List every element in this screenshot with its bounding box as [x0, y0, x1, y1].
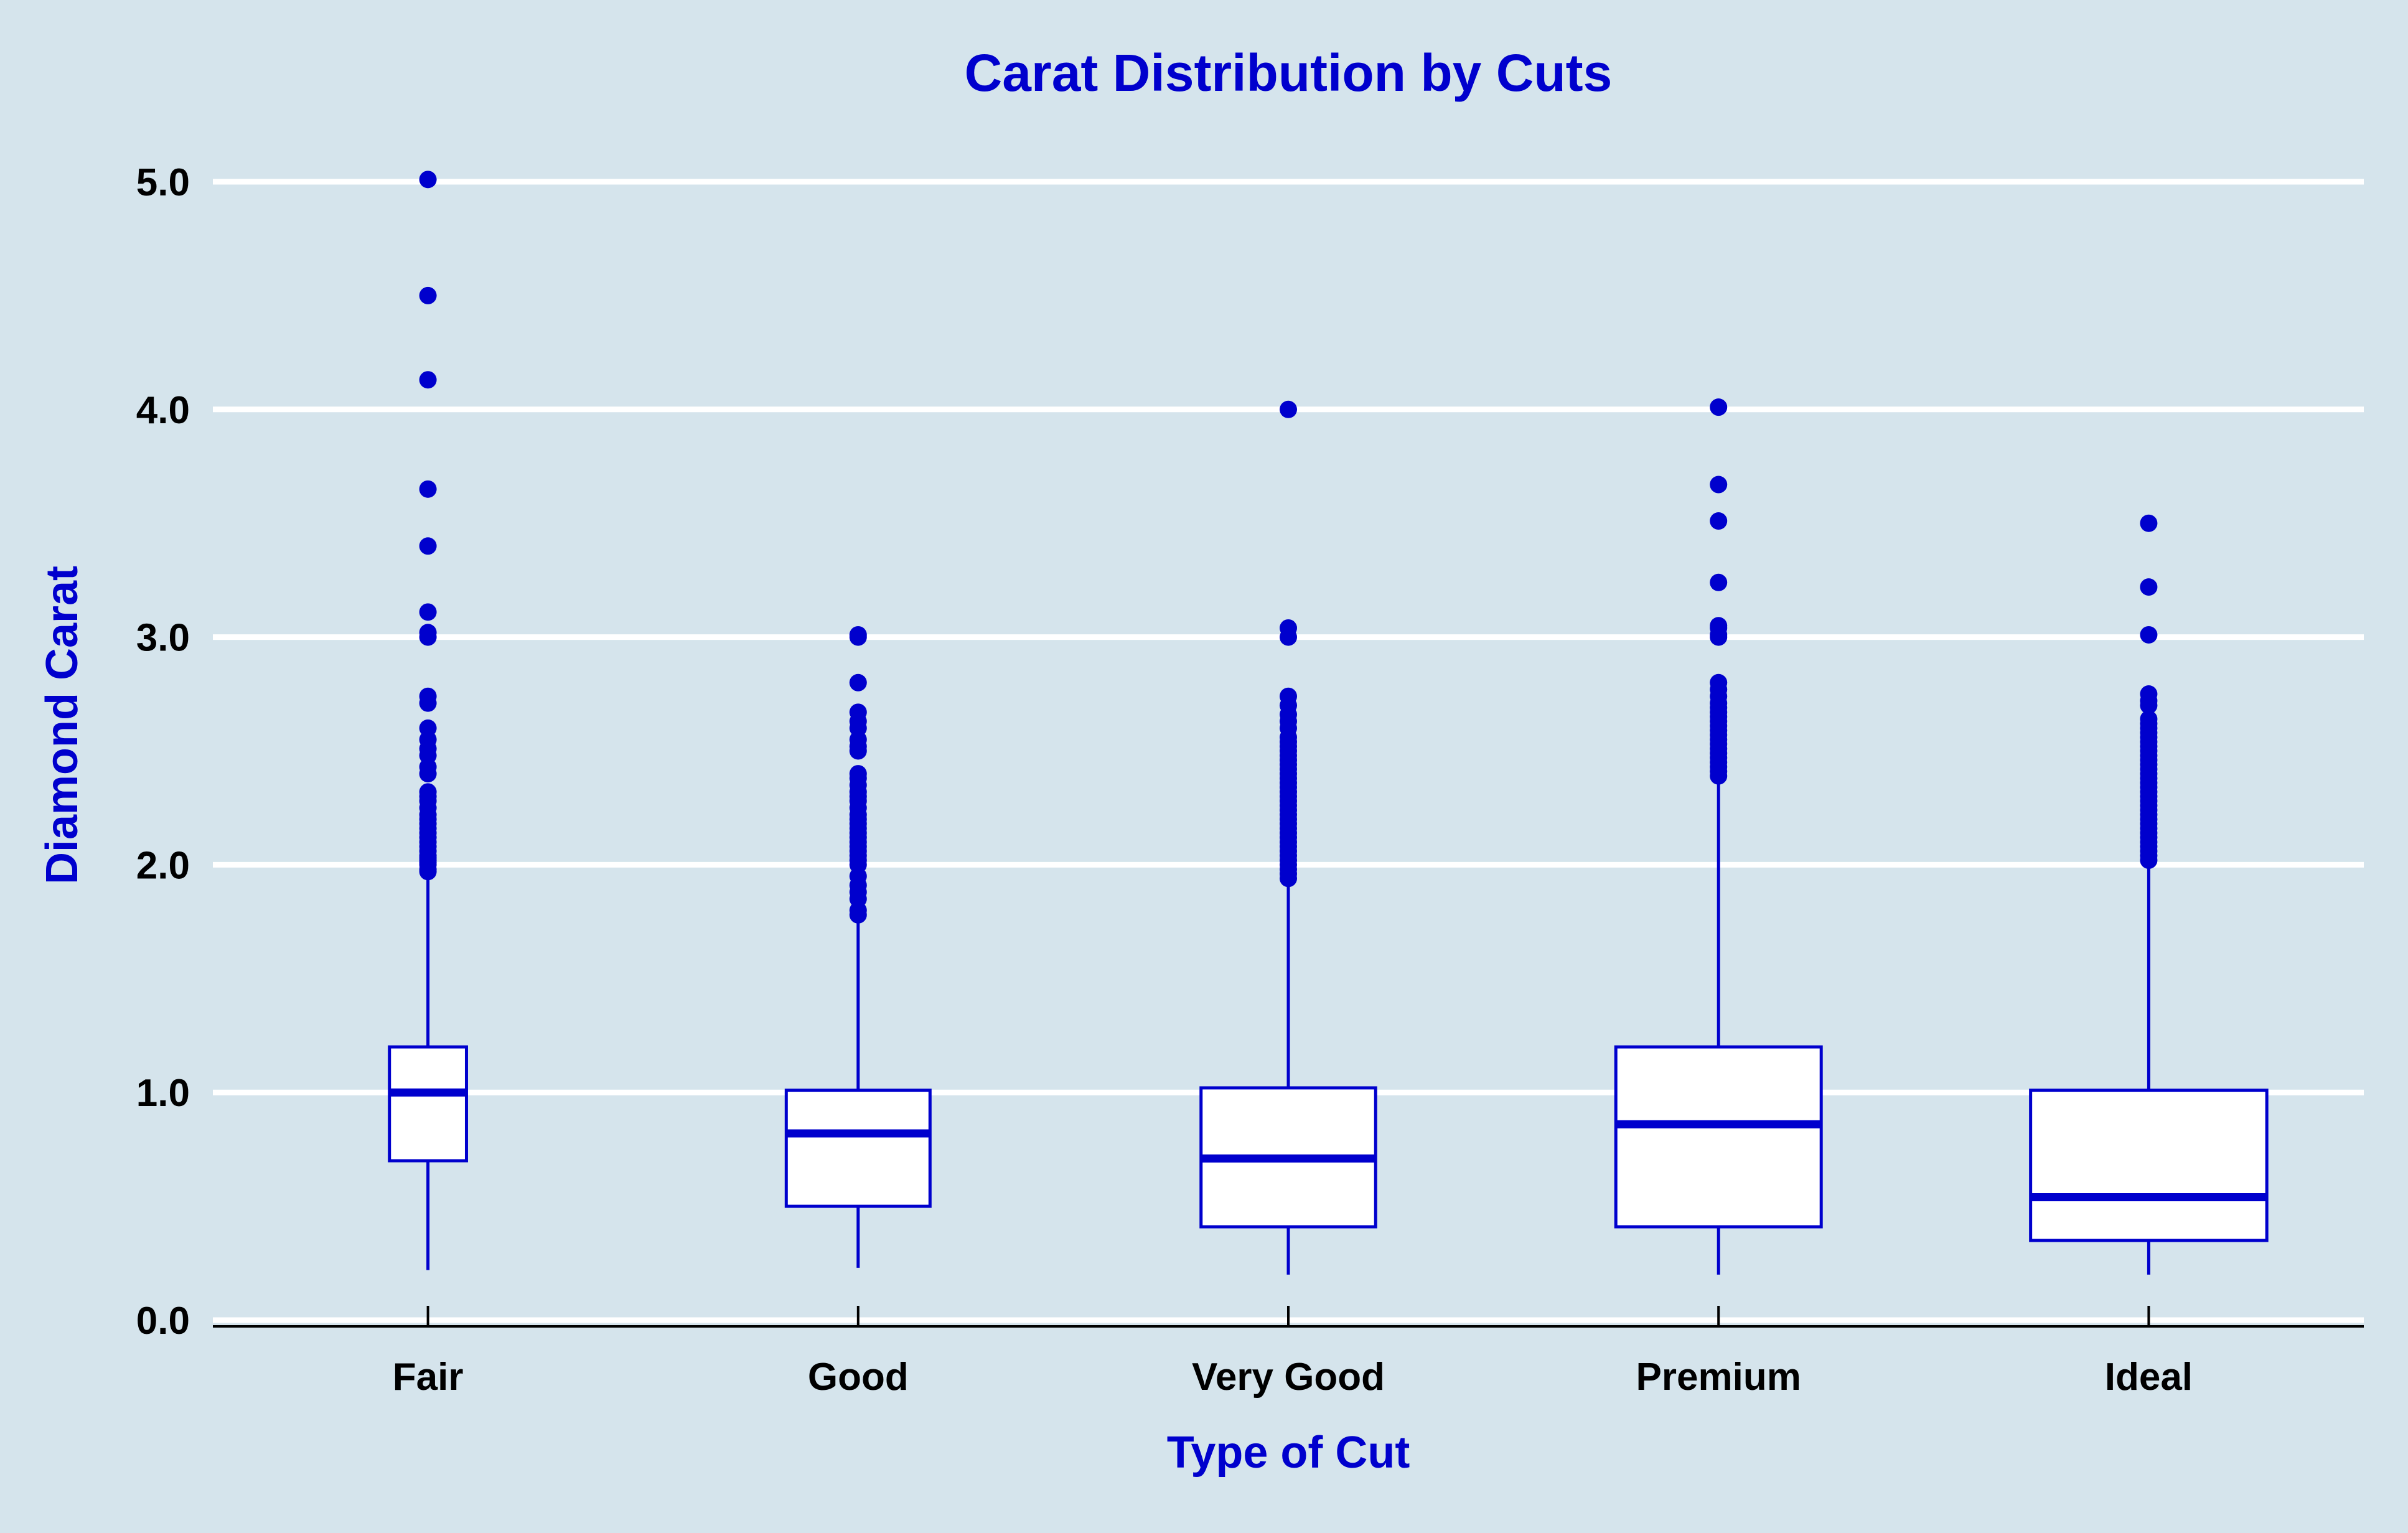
box-group — [1614, 398, 1823, 1275]
outlier-point — [1710, 617, 1728, 635]
box — [784, 1089, 932, 1208]
x-axis: Fair Good Very Good Premium Ideal — [213, 1306, 2364, 1399]
outlier-point — [2140, 685, 2158, 703]
outlier-point — [849, 626, 867, 644]
box-group — [1199, 400, 1377, 1275]
outlier-point — [419, 603, 437, 621]
outlier-point — [2140, 626, 2158, 644]
y-axis-title: Diamond Carat — [37, 566, 87, 884]
y-tick-label: 2.0 — [136, 844, 190, 887]
box-series — [388, 171, 2269, 1275]
outlier-point — [2140, 514, 2158, 532]
outlier-point — [1710, 573, 1728, 591]
x-tick-label: Fair — [393, 1356, 464, 1399]
y-tick-labels: 0.0 1.0 2.0 3.0 4.0 5.0 — [136, 161, 190, 1343]
outlier-point — [419, 719, 437, 737]
outlier-point — [1710, 398, 1728, 416]
outlier-point — [419, 687, 437, 705]
box — [2029, 1089, 2269, 1242]
box-group — [2029, 514, 2269, 1275]
outlier-point — [849, 673, 867, 691]
y-tick-label: 5.0 — [136, 161, 190, 204]
y-tick-label: 3.0 — [136, 617, 190, 660]
chart-title: Carat Distribution by Cuts — [965, 44, 1613, 102]
y-tick-label: 4.0 — [136, 389, 190, 432]
outlier-point — [849, 765, 867, 783]
y-tick-label: 0.0 — [136, 1300, 190, 1343]
y-tick-label: 1.0 — [136, 1072, 190, 1115]
outlier-point — [1710, 476, 1728, 494]
box — [1614, 1045, 1823, 1229]
x-tick-label: Premium — [1636, 1356, 1801, 1399]
outlier-point — [849, 703, 867, 721]
box-group — [784, 626, 932, 1268]
box — [388, 1045, 468, 1163]
outlier-point — [1280, 400, 1297, 418]
outlier-point — [419, 371, 437, 389]
outlier-point — [419, 286, 437, 304]
outlier-point — [2140, 710, 2158, 728]
x-tick-label: Good — [808, 1356, 909, 1399]
outlier-point — [1710, 512, 1728, 530]
x-tick-label: Ideal — [2105, 1356, 2193, 1399]
x-axis-title: Type of Cut — [1167, 1428, 1410, 1478]
box-group — [388, 171, 468, 1270]
outlier-point — [419, 171, 437, 189]
x-tick-label: Very Good — [1192, 1356, 1385, 1399]
outlier-point — [1280, 687, 1297, 705]
outlier-point — [419, 783, 437, 801]
outlier-point — [419, 624, 437, 642]
outlier-point — [2140, 578, 2158, 596]
outlier-point — [1710, 673, 1728, 691]
outlier-point — [1280, 619, 1297, 637]
outlier-point — [419, 537, 437, 555]
outlier-point — [419, 480, 437, 498]
